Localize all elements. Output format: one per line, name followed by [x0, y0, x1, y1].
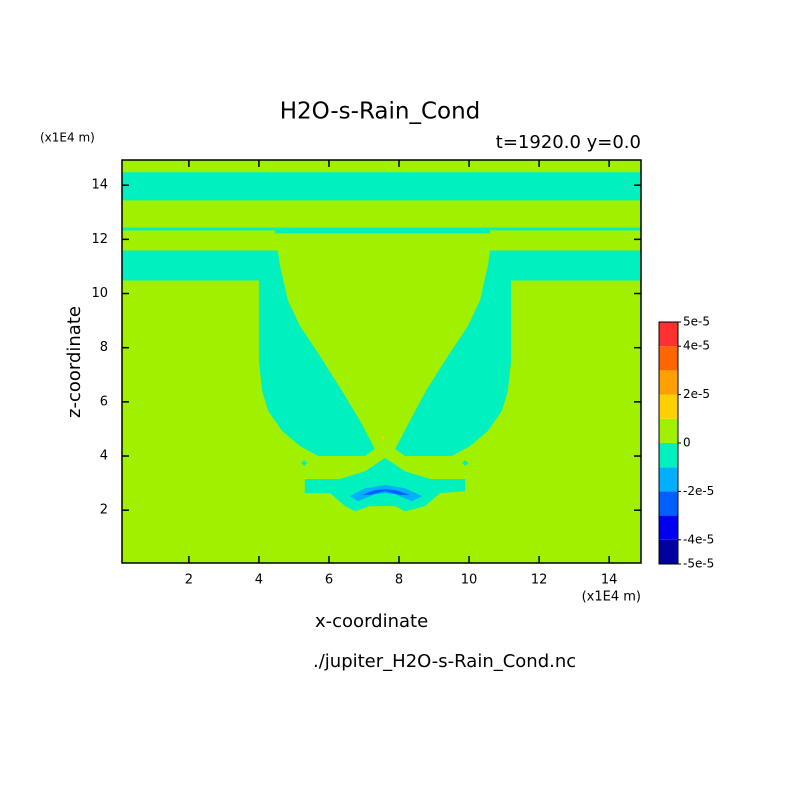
x-tick-label: 8 — [395, 573, 403, 588]
y-tick-label: 6 — [100, 394, 108, 409]
colorbar-band — [659, 418, 678, 443]
contour-region — [304, 457, 466, 512]
colorbar-band — [659, 491, 678, 516]
contour-region — [462, 460, 469, 467]
contour-region — [381, 435, 385, 440]
source-file: ./jupiter_H2O-s-Rain_Cond.nc — [313, 651, 576, 672]
y-tick-label: 10 — [91, 286, 108, 301]
x-axis-label: x-coordinate — [315, 611, 428, 632]
colorbar-tick-label: 5e-5 — [683, 315, 710, 329]
y-tick-label: 14 — [91, 178, 108, 193]
colorbar-tick-label: -5e-5 — [683, 557, 714, 571]
chart-title: H2O-s-Rain_Cond — [280, 99, 481, 125]
x-tick-label: 2 — [185, 573, 193, 588]
contour-region — [300, 460, 308, 467]
y-axis-label: z-coordinate — [64, 306, 85, 418]
subtitle: t=1920.0 y=0.0 — [496, 132, 641, 153]
x-tick-label: 6 — [325, 573, 333, 588]
x-tick-label: 10 — [461, 573, 478, 588]
colorbar-tick-label: 2e-5 — [683, 387, 710, 401]
contour-region — [361, 489, 410, 496]
contour-region — [122, 250, 375, 457]
y-tick-label: 4 — [100, 449, 108, 464]
colorbar-tick-label: -4e-5 — [683, 532, 714, 546]
y-tick-label: 2 — [100, 503, 108, 518]
colorbar-band — [659, 443, 678, 468]
y-tick-label: 12 — [91, 232, 108, 247]
x-tick-label: 12 — [531, 573, 548, 588]
x-tick-label: 4 — [255, 573, 263, 588]
x-unit: (x1E4 m) — [582, 590, 641, 605]
colorbar-tick-label: -2e-5 — [683, 484, 714, 498]
y-unit: (x1E4 m) — [40, 131, 95, 145]
contour-region — [395, 250, 641, 457]
colorbar-band — [659, 515, 678, 540]
contour-region — [349, 485, 423, 502]
plot-frame — [121, 159, 642, 564]
colorbar-band — [659, 322, 678, 347]
colorbar-tick-label: 4e-5 — [683, 339, 710, 353]
colorbar-band — [659, 539, 678, 564]
colorbar-tick-label: 0 — [683, 436, 691, 450]
plot-area — [122, 160, 641, 563]
contour-region — [122, 172, 641, 201]
x-tick-label: 14 — [601, 573, 618, 588]
colorbar-band — [659, 467, 678, 492]
contour-region — [122, 227, 641, 234]
colorbar-band — [659, 394, 678, 419]
y-tick-label: 8 — [100, 340, 108, 355]
colorbar-band — [659, 346, 678, 371]
colorbar-band — [659, 370, 678, 395]
